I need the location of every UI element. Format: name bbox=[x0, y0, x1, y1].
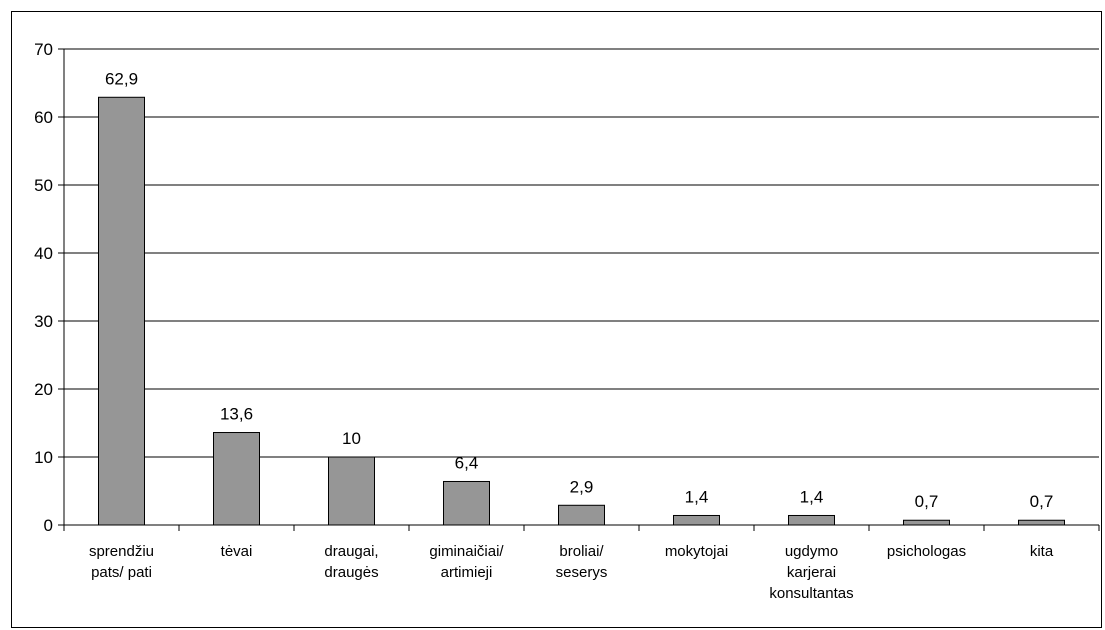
y-tick-label: 50 bbox=[34, 176, 53, 195]
category-label: broliai/seserys bbox=[556, 543, 608, 581]
category-label: sprendžiu pats/ pati bbox=[89, 543, 154, 581]
data-label: 0,7 bbox=[1030, 492, 1054, 511]
data-label: 62,9 bbox=[105, 69, 138, 88]
data-label: 13,6 bbox=[220, 405, 253, 424]
category-label: psichologas bbox=[887, 543, 966, 560]
gridlines bbox=[64, 48, 1099, 458]
bar bbox=[328, 456, 375, 526]
category-label: tėvai bbox=[221, 543, 253, 560]
bar bbox=[903, 519, 950, 526]
bars bbox=[98, 96, 1065, 526]
data-label: 2,9 bbox=[570, 477, 594, 496]
labels: 0 10 20 30 40 50 60 70 62,9 sprendžiu pats/ pati 13… bbox=[34, 40, 1054, 602]
data-label: 0,7 bbox=[915, 492, 939, 511]
bar bbox=[558, 504, 605, 526]
y-tick-label: 70 bbox=[34, 40, 53, 59]
y-tick-label: 40 bbox=[34, 244, 53, 263]
y-tick-label: 10 bbox=[34, 448, 53, 467]
data-label: 1,4 bbox=[800, 487, 824, 506]
y-tick-label: 60 bbox=[34, 108, 53, 127]
y-tick-label: 0 bbox=[44, 516, 53, 535]
category-label: ugdymo karjerai konsultantas bbox=[769, 543, 853, 602]
data-label: 10 bbox=[342, 429, 361, 448]
category-label: giminaičiai/artimieji bbox=[429, 543, 504, 581]
data-label: 1,4 bbox=[685, 487, 709, 506]
category-label: kita bbox=[1030, 543, 1054, 560]
bar bbox=[788, 514, 835, 526]
bar bbox=[213, 432, 260, 526]
bar bbox=[443, 480, 490, 526]
category-label: draugai, draugės bbox=[324, 543, 378, 581]
category-label: mokytojai bbox=[665, 543, 728, 560]
bar bbox=[1018, 519, 1065, 526]
y-tick-label: 20 bbox=[34, 380, 53, 399]
y-tick-label: 30 bbox=[34, 312, 53, 331]
bar bbox=[673, 514, 720, 526]
data-label: 6,4 bbox=[455, 453, 479, 472]
bar bbox=[98, 96, 145, 526]
